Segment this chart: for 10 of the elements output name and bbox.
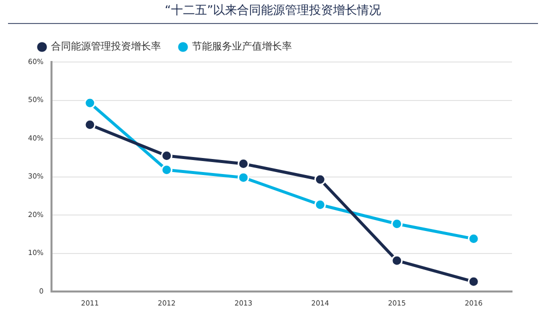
point (238, 172, 250, 184)
point (468, 276, 480, 288)
chart-title: “十二五”以来合同能源管理投资增长情况 (8, 2, 538, 24)
legend-label: 节能服务业产值增长率 (192, 40, 292, 53)
point (160, 164, 172, 176)
point (84, 97, 96, 109)
point (314, 174, 326, 186)
point (391, 218, 403, 230)
point (391, 254, 403, 266)
legend-label: 合同能源管理投资增长率 (51, 40, 161, 53)
